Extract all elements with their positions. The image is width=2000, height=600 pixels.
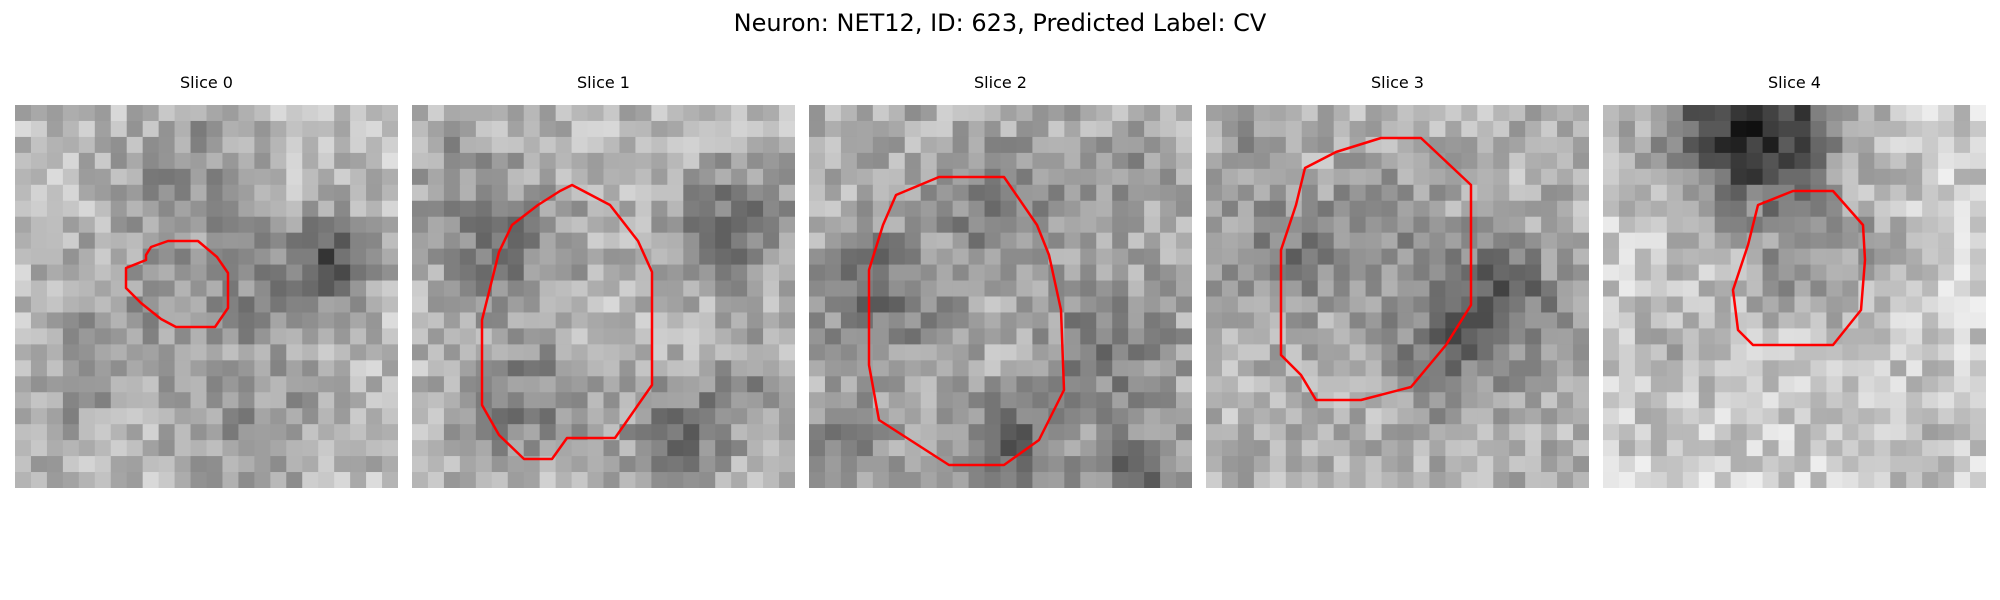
neuron-contour (480, 183, 654, 461)
slice-title-4: Slice 4 (1768, 73, 1821, 92)
neuron-contour (124, 239, 230, 329)
neuron-contour (1279, 136, 1473, 402)
neuron-contour (1731, 189, 1867, 347)
slice-title-1: Slice 1 (577, 73, 630, 92)
neuron-contour (867, 175, 1066, 467)
slice-title-2: Slice 2 (974, 73, 1027, 92)
pixel-grid (412, 105, 795, 488)
slice-title-0: Slice 0 (180, 73, 233, 92)
slice-image-2 (809, 105, 1192, 488)
slice-image-3 (1206, 105, 1589, 488)
pixel-grid (1603, 105, 1986, 488)
slice-panel-0: Slice 0 (15, 73, 398, 488)
pixel-grid (1206, 105, 1589, 488)
slice-panel-3: Slice 3 (1206, 73, 1589, 488)
pixel-grid (15, 105, 398, 488)
slice-panel-4: Slice 4 (1603, 73, 1986, 488)
slice-image-4 (1603, 105, 1986, 488)
slice-panel-1: Slice 1 (412, 73, 795, 488)
pixel-grid (809, 105, 1192, 488)
slice-title-3: Slice 3 (1371, 73, 1424, 92)
figure-title: Neuron: NET12, ID: 623, Predicted Label:… (733, 9, 1267, 37)
slice-image-0 (15, 105, 398, 488)
slice-image-1 (412, 105, 795, 488)
slice-panel-2: Slice 2 (809, 73, 1192, 488)
